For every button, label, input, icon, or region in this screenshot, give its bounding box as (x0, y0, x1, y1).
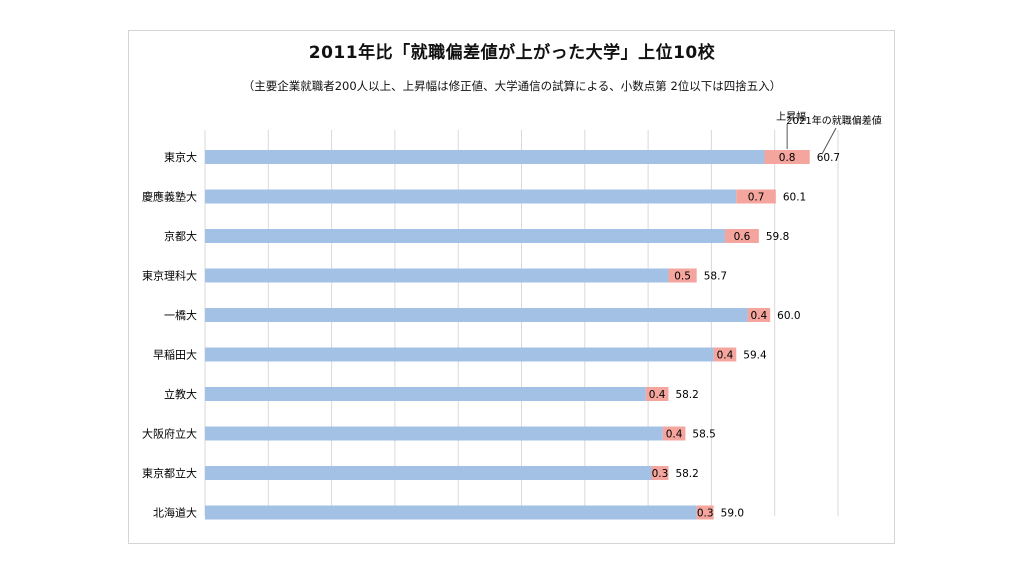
category-label: 東京都立大 (142, 466, 197, 480)
total-label: 59.8 (766, 231, 789, 243)
bar-increase (736, 189, 776, 204)
bar-increase (724, 229, 759, 243)
category-label: 一橋大 (164, 308, 197, 322)
increase-label: 0.4 (649, 389, 666, 401)
bars (205, 150, 810, 520)
legend-total-leader (821, 127, 837, 155)
category-label: 早稲田大 (153, 348, 197, 362)
bar-base (205, 466, 652, 480)
bar-increase (747, 308, 771, 322)
total-label: 60.1 (783, 192, 806, 204)
increase-label: 0.8 (779, 152, 796, 164)
bar-increase (651, 466, 669, 480)
total-label: 58.7 (704, 271, 727, 283)
bar-base (205, 347, 714, 362)
total-label: 58.5 (692, 429, 715, 441)
gridlines (204, 130, 839, 516)
bar-base (205, 150, 765, 164)
total-label: 60.7 (817, 152, 840, 164)
bar-increase (713, 347, 737, 362)
bar-increase (645, 387, 669, 401)
bar-base (205, 308, 748, 322)
increase-label: 0.4 (666, 429, 683, 441)
category-label: 立教大 (164, 387, 197, 401)
increase-label: 0.3 (652, 468, 669, 480)
bar-base (205, 229, 725, 243)
category-label: 京都大 (164, 229, 197, 243)
chart-card (128, 30, 895, 544)
increase-label: 0.6 (734, 231, 751, 243)
bar-increase (668, 268, 697, 283)
legend-increase-label: 上昇幅 (776, 110, 806, 123)
total-label: 58.2 (675, 468, 698, 480)
increase-label: 0.5 (674, 271, 691, 283)
chart-subtitle: （主要企業就職者200人以上、上昇幅は修正値、大学通信の試算による、小数点第 2… (242, 79, 782, 93)
category-label: 北海道大 (153, 506, 197, 520)
legend-total-label: 2021年の就職偏差値 (786, 114, 881, 127)
category-label: 東京理科大 (142, 269, 197, 283)
increase-label: 0.7 (748, 192, 765, 204)
total-label: 58.2 (675, 389, 698, 401)
bar-increase (662, 426, 686, 441)
total-label: 60.0 (777, 310, 800, 322)
increase-label: 0.4 (751, 310, 768, 322)
labels: 東京大 0.8 60.7 慶應義塾大 0.7 60.1 京都大 0.6 59.8 東京理科大 0.5… (142, 150, 840, 520)
increase-label: 0.3 (697, 508, 714, 520)
bar-base (205, 505, 697, 520)
category-label: 慶應義塾大 (142, 190, 197, 204)
category-label: 東京大 (164, 150, 197, 164)
bar-base (205, 189, 737, 204)
bar-base (205, 387, 646, 401)
category-label: 大阪府立大 (142, 427, 197, 441)
total-label: 59.0 (721, 508, 744, 520)
bar-increase (764, 150, 810, 164)
bar-increase (696, 505, 714, 520)
chart-title: 2011年比「就職偏差値が上がった大学」上位10校 (308, 43, 716, 63)
increase-label: 0.4 (717, 350, 734, 362)
total-label: 59.4 (743, 350, 767, 362)
bar-base (205, 268, 669, 283)
bar-base (205, 426, 663, 441)
